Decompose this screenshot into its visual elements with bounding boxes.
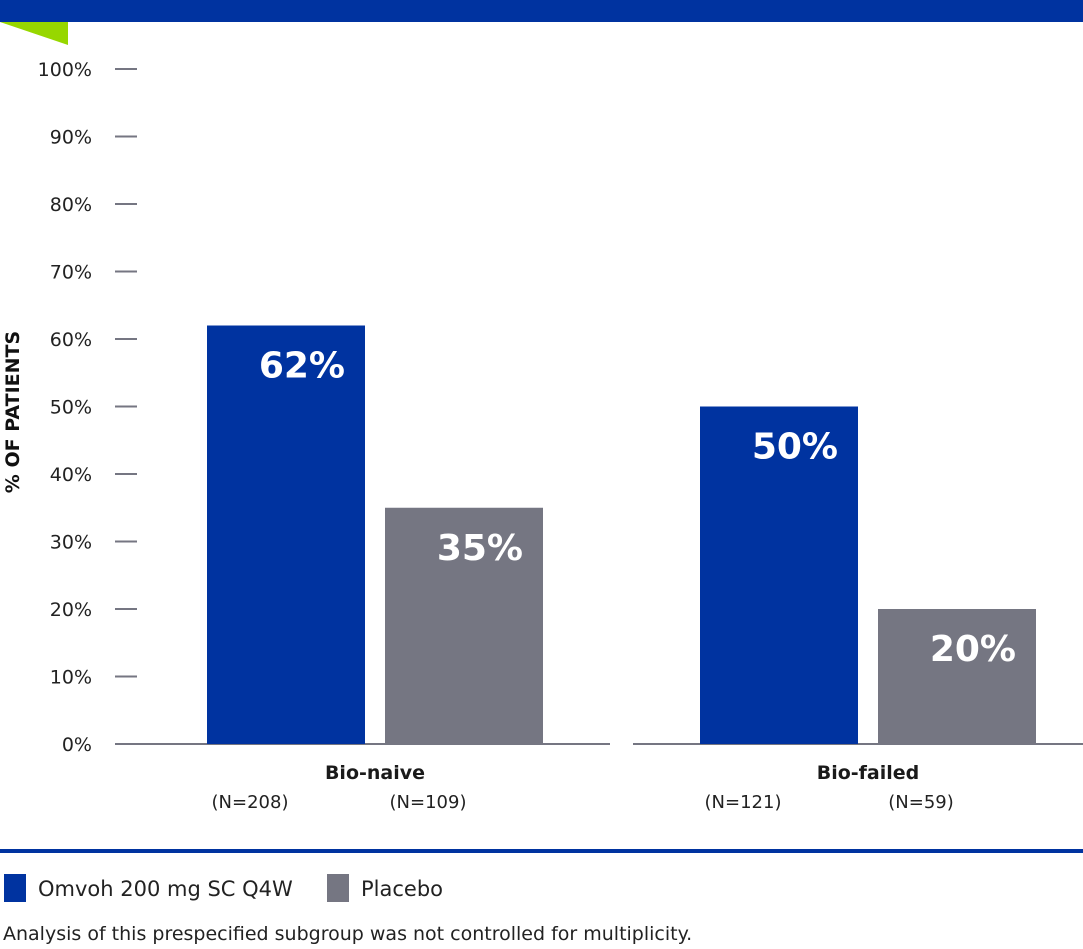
- bottom-divider: [0, 849, 1083, 853]
- n-label: (N=208): [212, 792, 289, 813]
- bar-value-label: 50%: [752, 427, 838, 468]
- bar-placebo-bio-naive: [385, 507, 543, 744]
- legend-label-omvoh: Omvoh 200 mg SC Q4W: [38, 877, 293, 901]
- top-band: [0, 0, 1083, 22]
- bar-omvoh-bio-naive: [207, 325, 365, 744]
- y-tick-label: 70%: [50, 262, 92, 284]
- accent-tab: [0, 22, 68, 45]
- legend-label-placebo: Placebo: [361, 877, 443, 901]
- y-tick-label: 40%: [50, 464, 92, 486]
- y-tick-label: 10%: [50, 667, 92, 689]
- bar-value-label: 62%: [259, 346, 345, 387]
- y-tick-label: 0%: [62, 734, 92, 756]
- n-label: (N=121): [705, 792, 782, 813]
- y-tick-label: 50%: [50, 397, 92, 419]
- n-label: (N=59): [888, 792, 954, 813]
- y-tick-label: 90%: [50, 127, 92, 149]
- y-tick-label: 80%: [50, 194, 92, 216]
- y-tick-label: 30%: [50, 532, 92, 554]
- y-tick-label: 60%: [50, 329, 92, 351]
- legend-swatch-placebo: [327, 874, 349, 902]
- y-axis-label: % OF PATIENTS: [2, 331, 24, 493]
- y-tick-label: 100%: [38, 59, 92, 81]
- legend-swatch-omvoh: [4, 874, 26, 902]
- y-tick-label: 20%: [50, 599, 92, 621]
- category-label: Bio-failed: [817, 762, 920, 784]
- legend: Omvoh 200 mg SC Q4W Placebo: [4, 874, 443, 902]
- footnote: Analysis of this prespecified subgroup w…: [3, 923, 692, 945]
- category-label: Bio-naive: [325, 762, 425, 784]
- bar-value-label: 20%: [930, 629, 1016, 670]
- n-label: (N=109): [390, 792, 467, 813]
- bar-omvoh-bio-failed: [700, 406, 858, 744]
- bar-value-label: 35%: [437, 528, 523, 569]
- bar-placebo-bio-failed: [878, 609, 1036, 744]
